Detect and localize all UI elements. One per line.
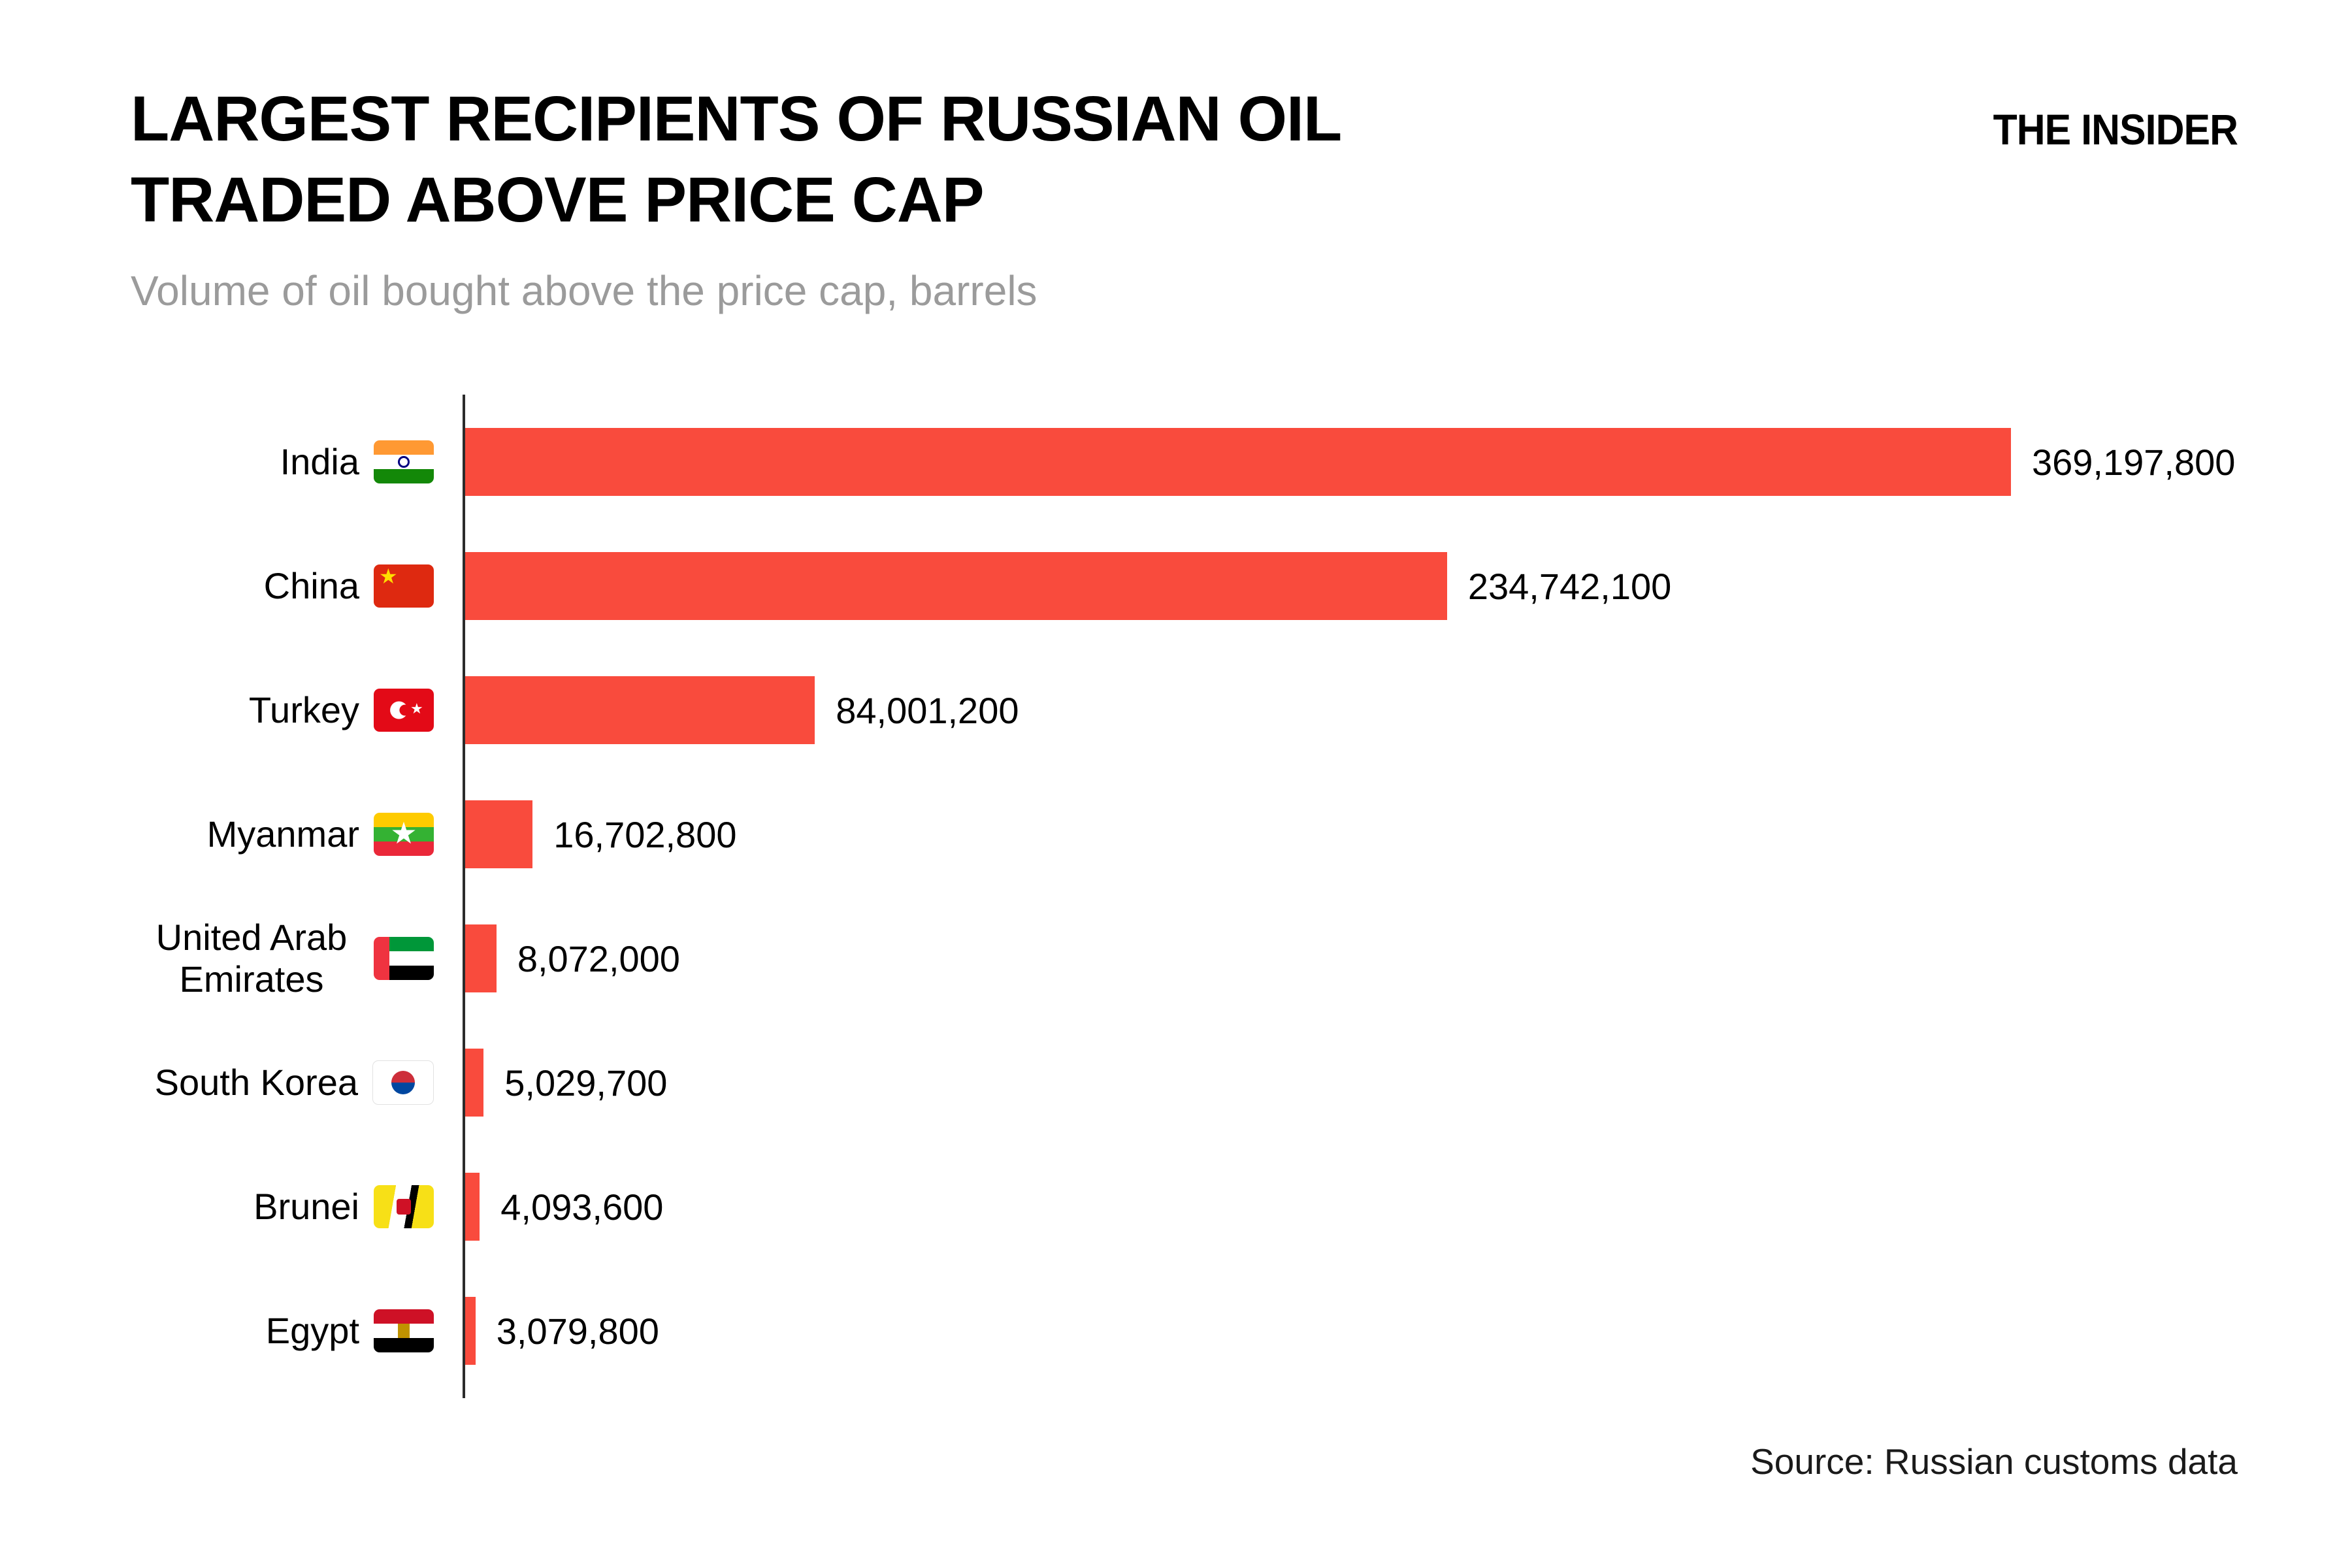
chart-row: India 369,197,800 [131,400,2274,524]
bar-area: 8,072,000 [463,924,2274,992]
value-label: 234,742,100 [1467,565,1672,607]
the-insider-logo: THE INSIDER [1993,105,2238,154]
chart-row: Brunei 4,093,600 [131,1145,2274,1269]
category-label: Egypt [265,1309,359,1351]
bar-area: 16,702,800 [463,800,2274,868]
bar-area: 84,001,200 [463,676,2274,744]
egypt-flag-icon [374,1309,434,1352]
bar-myanmar [463,800,533,868]
category-label-cell: Myanmar [131,813,463,856]
category-label-cell: Turkey [131,689,463,732]
category-label-cell: Egypt [131,1309,463,1352]
chart-row: Myanmar 16,702,800 [131,772,2274,896]
category-label-cell: United Arab Emirates [131,917,463,1001]
bar-uae [463,924,497,992]
chart-subtitle: Volume of oil bought above the price cap… [131,267,1037,315]
category-label: Brunei [253,1185,359,1227]
value-label: 8,072,000 [517,938,680,979]
brunei-flag-icon [374,1185,434,1228]
south-korea-flag-icon [372,1060,434,1105]
value-label: 84,001,200 [836,689,1019,731]
value-label: 3,079,800 [496,1310,659,1352]
turkey-flag-icon [374,689,434,732]
bar-india [463,428,2011,496]
uae-flag-icon [374,937,434,980]
chart-header: LARGEST RECIPIENTS OF RUSSIAN OIL TRADED… [131,78,1342,315]
category-label: India [280,440,359,482]
bar-area: 4,093,600 [463,1173,2274,1241]
chart-row: Turkey 84,001,200 [131,648,2274,772]
y-axis-line [463,395,465,1398]
chart-row: Egypt 3,079,800 [131,1269,2274,1393]
bar-china [463,552,1447,620]
category-label-cell: Brunei [131,1185,463,1228]
category-label-cell: South Korea [131,1060,463,1105]
bar-area: 369,197,800 [463,428,2274,496]
category-label: Turkey [248,689,359,730]
myanmar-flag-icon [374,813,434,856]
bar-brunei [463,1173,480,1241]
chart-rows: India 369,197,800 China 234,742,100 Turkey 84… [131,400,2274,1393]
bar-chart: India 369,197,800 China 234,742,100 Turkey 84… [131,395,2274,1398]
value-label: 4,093,600 [500,1186,664,1228]
china-flag-icon [374,564,434,608]
category-label: Myanmar [206,813,359,855]
india-flag-icon [374,440,434,483]
value-label: 16,702,800 [553,813,737,855]
category-label-cell: China [131,564,463,608]
chart-title-line2: TRADED ABOVE PRICE CAP [131,164,985,236]
chart-title-line1: LARGEST RECIPIENTS OF RUSSIAN OIL [131,83,1342,154]
bar-area: 234,742,100 [463,552,2274,620]
bar-egypt [463,1297,476,1365]
chart-row: South Korea 5,029,700 [131,1021,2274,1145]
bar-south-korea [463,1049,484,1117]
chart-row: China 234,742,100 [131,524,2274,648]
category-label: China [263,564,359,606]
bar-area: 3,079,800 [463,1297,2274,1365]
source-note: Source: Russian customs data [1750,1441,2238,1482]
chart-title: LARGEST RECIPIENTS OF RUSSIAN OIL TRADED… [131,78,1342,240]
bar-turkey [463,676,815,744]
chart-row: United Arab Emirates 8,072,000 [131,896,2274,1021]
category-label: United Arab Emirates [155,916,348,1000]
value-label: 369,197,800 [2032,441,2236,483]
bar-area: 5,029,700 [463,1049,2274,1117]
value-label: 5,029,700 [504,1062,668,1103]
category-label: South Korea [154,1061,358,1103]
category-label-cell: India [131,440,463,483]
